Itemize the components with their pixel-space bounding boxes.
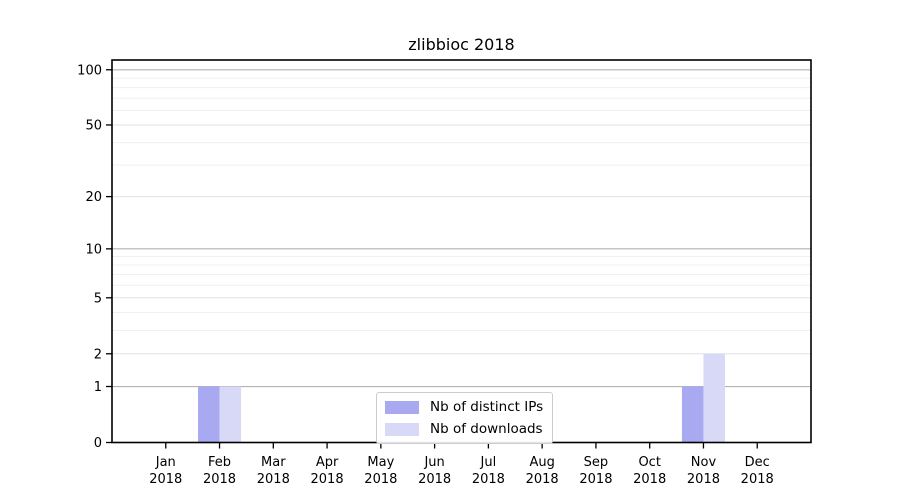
x-tick-label-year: 2018 [149,472,182,487]
x-tick-label-year: 2018 [364,472,397,487]
bar-downloads [703,353,725,443]
downloads-swatch-icon [385,422,419,436]
legend: Nb of distinct IPs Nb of downloads [376,392,554,444]
y-tick-label: 20 [85,190,102,205]
bar-distinct-ips [681,386,704,443]
distinct-ips-swatch-icon [385,400,419,414]
x-tick-label-year: 2018 [472,472,505,487]
y-tick-label: 0 [94,436,102,451]
x-tick-label-month: Jun [423,455,444,470]
x-tick-label-month: Feb [208,455,231,470]
x-tick-label-month: Aug [529,455,554,470]
x-tick-label-year: 2018 [633,472,666,487]
bar-downloads [219,386,242,443]
x-tick-label-month: Nov [691,455,717,470]
legend-label: Nb of downloads [430,421,543,437]
x-tick-label-month: Jul [480,455,497,470]
x-tick-label-year: 2018 [257,472,290,487]
x-tick-label-month: Mar [261,455,286,470]
y-tick-label: 100 [77,63,102,78]
x-tick-label-month: Oct [638,455,660,470]
x-tick-label-year: 2018 [418,472,451,487]
x-tick-label-month: Sep [584,455,609,470]
y-tick-label: 50 [85,118,102,133]
legend-item-downloads: Nb of downloads [385,421,543,437]
x-tick-label-year: 2018 [741,472,774,487]
x-tick-label-month: May [367,455,394,470]
y-tick-label: 5 [94,291,102,306]
x-tick-label-year: 2018 [526,472,559,487]
x-tick-label-year: 2018 [579,472,612,487]
y-tick-label: 2 [94,347,102,362]
x-tick-label-year: 2018 [203,472,236,487]
x-tick-label-month: Dec [745,455,770,470]
bar-distinct-ips [198,386,220,443]
legend-label: Nb of distinct IPs [430,399,544,415]
y-tick-label: 1 [94,380,102,395]
x-tick-label-year: 2018 [311,472,344,487]
x-tick-label-month: Jan [155,455,176,470]
y-tick-label: 10 [85,242,102,257]
x-tick-label-month: Apr [316,455,339,470]
x-tick-label-year: 2018 [687,472,720,487]
legend-item-distinct-ips: Nb of distinct IPs [385,399,543,415]
chart-title: zlibbioc 2018 [408,35,515,54]
